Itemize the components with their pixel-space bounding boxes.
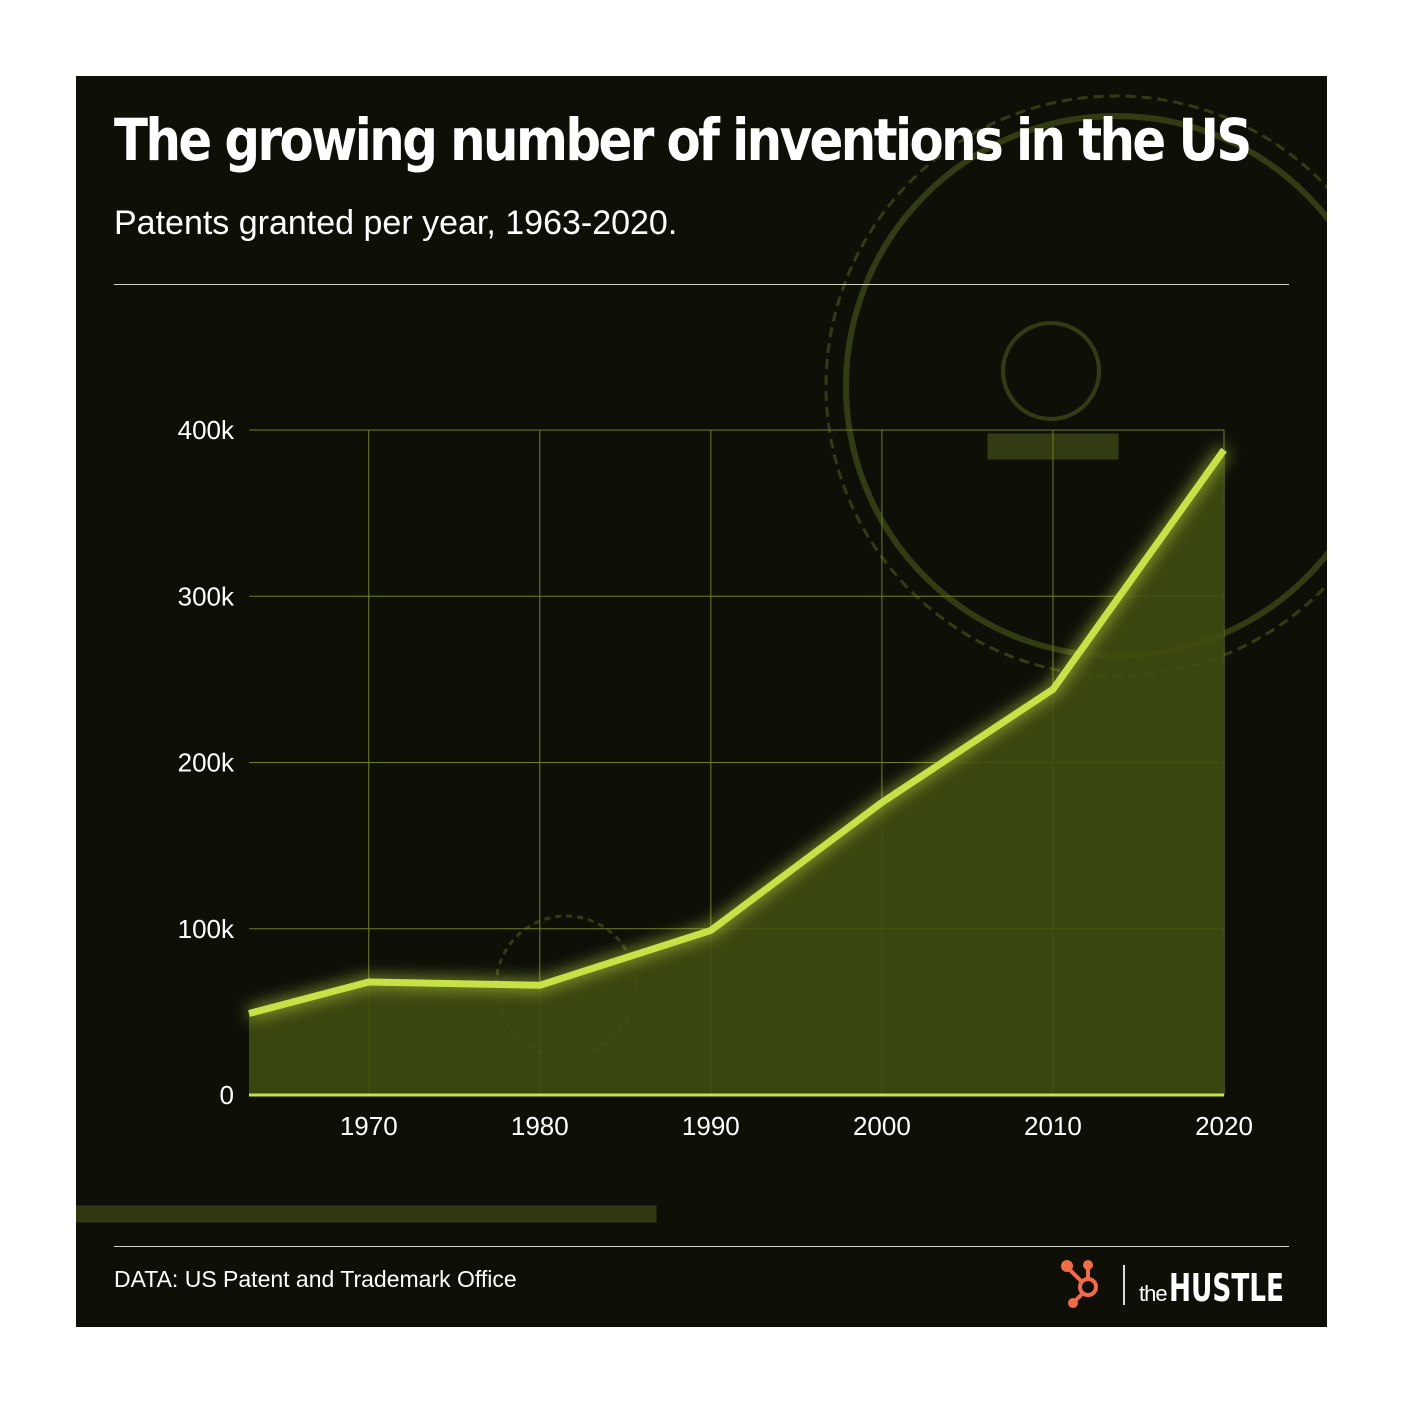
chart-title: The growing number of inventions in the … <box>114 106 1250 174</box>
x-tick-label: 2010 <box>1024 1111 1082 1141</box>
x-tick-label: 1970 <box>340 1111 398 1141</box>
patents-chart: 0 100k 200k 300k 400k 1970 1980 1990 2000 2010 20… <box>76 76 1327 1327</box>
bottom-divider <box>114 1246 1289 1247</box>
svg-text:the: the <box>1139 1281 1167 1306</box>
chart-card: 0 100k 200k 300k 400k 1970 1980 1990 2000 2010 20… <box>76 76 1327 1327</box>
x-tick-label: 2000 <box>853 1111 911 1141</box>
hubspot-sprocket-icon <box>1063 1262 1096 1306</box>
x-tick-label: 1990 <box>682 1111 740 1141</box>
the-hustle-logo: the HUSTLE <box>1061 1259 1291 1309</box>
chart-subtitle: Patents granted per year, 1963-2020. <box>114 204 677 243</box>
y-tick-label: 100k <box>178 914 235 944</box>
y-tick-label: 300k <box>178 581 235 611</box>
svg-text:HUSTLE: HUSTLE <box>1169 1266 1284 1309</box>
top-divider <box>114 284 1289 285</box>
y-tick-label: 400k <box>178 415 235 445</box>
area-fill <box>249 450 1224 1095</box>
x-tick-label: 1980 <box>511 1111 569 1141</box>
y-tick-label: 200k <box>178 748 235 778</box>
data-source: DATA: US Patent and Trademark Office <box>114 1266 517 1293</box>
y-tick-label: 0 <box>220 1080 234 1110</box>
x-tick-label: 2020 <box>1195 1111 1253 1141</box>
